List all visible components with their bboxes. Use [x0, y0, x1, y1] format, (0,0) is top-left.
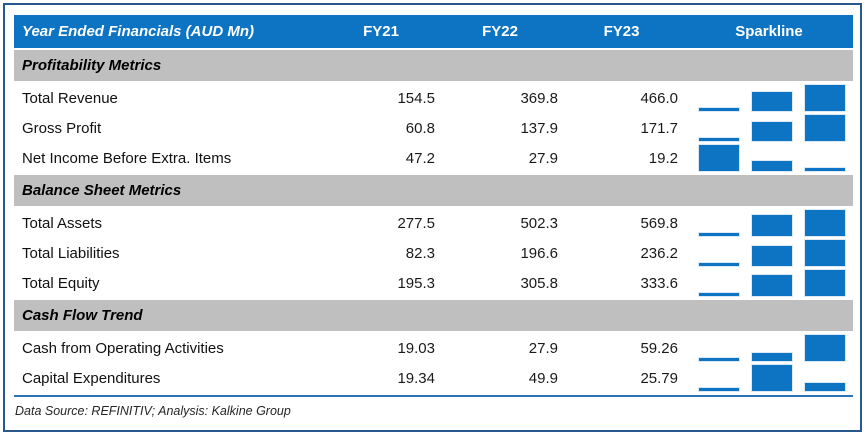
sparkline-bar: [805, 115, 845, 141]
section-header-row: Balance Sheet Metrics: [14, 175, 853, 206]
sparkline: [685, 83, 853, 113]
table-row: Total Assets 277.5 502.3 569.8: [14, 208, 853, 238]
value-fy22: 27.9: [528, 339, 558, 357]
sparkline-bar: [752, 215, 792, 236]
value-fy23: 19.2: [648, 149, 678, 167]
value-fy21: 19.34: [397, 369, 435, 387]
section-title: Cash Flow Trend: [22, 307, 143, 324]
sparkline-bar: [752, 353, 792, 361]
sparkline-bar: [699, 388, 739, 391]
table-row: Cash from Operating Activities 19.03 27.…: [14, 333, 853, 363]
sparkline: [685, 268, 853, 298]
sparkline-bar: [752, 246, 792, 266]
sparkline-bar: [752, 275, 792, 296]
table-row: Net Income Before Extra. Items 47.2 27.9…: [14, 143, 853, 173]
table-title: Year Ended Financials (AUD Mn): [22, 23, 254, 40]
sparkline-bar: [805, 210, 845, 236]
sparkline-bar: [805, 383, 845, 391]
value-fy23: 236.2: [640, 244, 678, 262]
table-header-row: Year Ended Financials (AUD Mn) FY21 FY22…: [14, 15, 853, 48]
table-row: Total Equity 195.3 305.8 333.6: [14, 268, 853, 298]
value-fy23: 466.0: [640, 89, 678, 107]
table-body: Profitability Metrics Total Revenue 154.…: [14, 50, 853, 393]
sparkline-bar: [805, 85, 845, 111]
sparkline-bar: [805, 335, 845, 361]
sparkline: [685, 143, 853, 173]
value-fy23: 171.7: [640, 119, 678, 137]
financials-table: Year Ended Financials (AUD Mn) FY21 FY22…: [14, 15, 853, 397]
sparkline-bar: [699, 293, 739, 296]
sparkline-bar: [805, 168, 845, 171]
value-fy22: 305.8: [520, 274, 558, 292]
value-fy21: 19.03: [397, 339, 435, 357]
row-label: Capital Expenditures: [22, 369, 161, 387]
sparkline-bar: [699, 145, 739, 171]
value-fy21: 47.2: [405, 149, 435, 167]
column-header-fy21: FY21: [363, 23, 399, 40]
card-border: Year Ended Financials (AUD Mn) FY21 FY22…: [3, 3, 862, 432]
card-content: Year Ended Financials (AUD Mn) FY21 FY22…: [5, 5, 860, 418]
sparkline-bar: [699, 233, 739, 236]
table-row: Total Liabilities 82.3 196.6 236.2: [14, 238, 853, 268]
sparkline: [685, 113, 853, 143]
value-fy21: 82.3: [405, 244, 435, 262]
row-label: Cash from Operating Activities: [22, 339, 224, 357]
value-fy22: 502.3: [520, 214, 558, 232]
section-header-row: Cash Flow Trend: [14, 300, 853, 331]
table-row: Gross Profit 60.8 137.9 171.7: [14, 113, 853, 143]
column-header-fy23: FY23: [603, 23, 640, 40]
value-fy22: 49.9: [528, 369, 558, 387]
row-label: Total Revenue: [22, 89, 118, 107]
sparkline: [685, 238, 853, 268]
sparkline-bar: [699, 263, 739, 266]
value-fy21: 195.3: [397, 274, 435, 292]
value-fy23: 25.79: [640, 369, 678, 387]
section-title: Profitability Metrics: [22, 57, 162, 74]
sparkline: [685, 208, 853, 238]
row-label: Net Income Before Extra. Items: [22, 149, 232, 167]
column-header-fy22: FY22: [482, 23, 518, 40]
sparkline-bar: [805, 270, 845, 296]
section-header-row: Profitability Metrics: [14, 50, 853, 81]
sparkline-bar: [805, 240, 845, 266]
source-note: Data Source: REFINITIV; Analysis: Kalkin…: [15, 404, 291, 418]
row-label: Total Equity: [22, 274, 100, 292]
value-fy22: 27.9: [528, 149, 558, 167]
value-fy21: 277.5: [397, 214, 435, 232]
table-bottom-rule: [14, 395, 853, 397]
table-row: Total Revenue 154.5 369.8 466.0: [14, 83, 853, 113]
value-fy23: 59.26: [640, 339, 678, 357]
sparkline-bar: [699, 358, 739, 361]
sparkline: [685, 363, 853, 393]
value-fy22: 137.9: [520, 119, 558, 137]
row-label: Total Liabilities: [22, 244, 120, 262]
sparkline: [685, 333, 853, 363]
sparkline-bar: [752, 365, 792, 391]
sparkline-bar: [752, 122, 792, 141]
value-fy23: 569.8: [640, 214, 678, 232]
sparkline-bar: [752, 161, 792, 171]
value-fy23: 333.6: [640, 274, 678, 292]
table-row: Capital Expenditures 19.34 49.9 25.79: [14, 363, 853, 393]
row-label: Total Assets: [22, 214, 103, 232]
value-fy22: 369.8: [520, 89, 558, 107]
section-title: Balance Sheet Metrics: [22, 182, 182, 199]
value-fy21: 60.8: [405, 119, 435, 137]
sparkline-bar: [699, 108, 739, 111]
sparkline-bar: [699, 138, 739, 141]
value-fy21: 154.5: [397, 89, 435, 107]
value-fy22: 196.6: [520, 244, 558, 262]
column-header-sparkline: Sparkline: [735, 23, 803, 40]
sparkline-bar: [752, 92, 792, 111]
row-label: Gross Profit: [22, 119, 102, 137]
